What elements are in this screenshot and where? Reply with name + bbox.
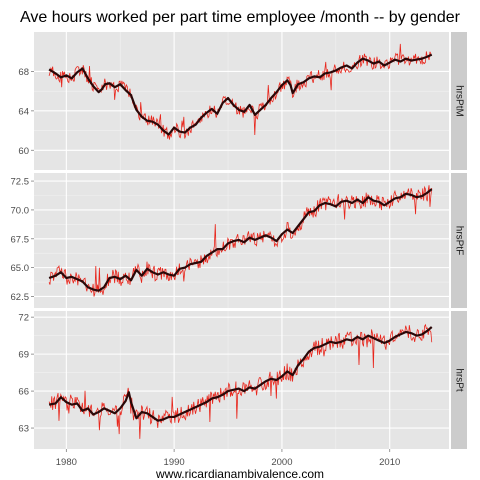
x-tick-label: 2000	[271, 457, 292, 468]
y-tick-label: 68	[18, 67, 29, 78]
facet-strip-label: hrsPtM	[454, 85, 465, 117]
panel-background	[34, 32, 449, 170]
y-tick-label: 69	[18, 350, 29, 361]
y-tick-label: 72	[18, 313, 29, 324]
panel-hrsPt: 63 66 69 72 hrsPt	[18, 311, 467, 449]
facet-strip	[451, 173, 467, 308]
panel-hrsPtF: 62.5 65.0 67.5 70.0 72.5 hrsPtF	[11, 173, 467, 308]
chart-title: Ave hours worked per part time employee …	[20, 9, 461, 26]
facet-strip-label: hrsPt	[454, 368, 465, 392]
facet-strip-label: hrsPtF	[454, 226, 465, 255]
panels: 60 64 68 hrsPtM 62.5 65.0 67.5 70.0 72.5 hrsPtF 63…	[11, 32, 467, 449]
facet-strip	[451, 32, 467, 170]
x-tick-label: 1990	[164, 457, 185, 468]
x-tick-label: 1980	[56, 457, 77, 468]
facet-strip	[451, 311, 467, 449]
y-tick-label: 64	[18, 106, 29, 117]
panel-hrsPtM: 60 64 68 hrsPtM	[18, 32, 467, 170]
y-tick-label: 67.5	[11, 234, 30, 245]
x-tick-label: 2010	[379, 457, 400, 468]
series-smooth-line	[48, 326, 433, 422]
series-smooth-line	[48, 188, 433, 292]
y-tick-label: 65.0	[11, 263, 30, 274]
x-axis: 1980 1990 2000 2010	[56, 449, 400, 468]
y-tick-label: 60	[18, 146, 29, 157]
y-tick-label: 62.5	[11, 292, 30, 303]
y-tick-label: 66	[18, 387, 29, 398]
y-tick-label: 70.0	[11, 205, 30, 216]
y-tick-label: 63	[18, 424, 29, 435]
x-axis-label: www.ricardianambivalence.com	[155, 467, 324, 480]
series-smooth-line	[48, 53, 433, 136]
panel-background	[34, 311, 449, 449]
y-tick-label: 72.5	[11, 177, 30, 188]
